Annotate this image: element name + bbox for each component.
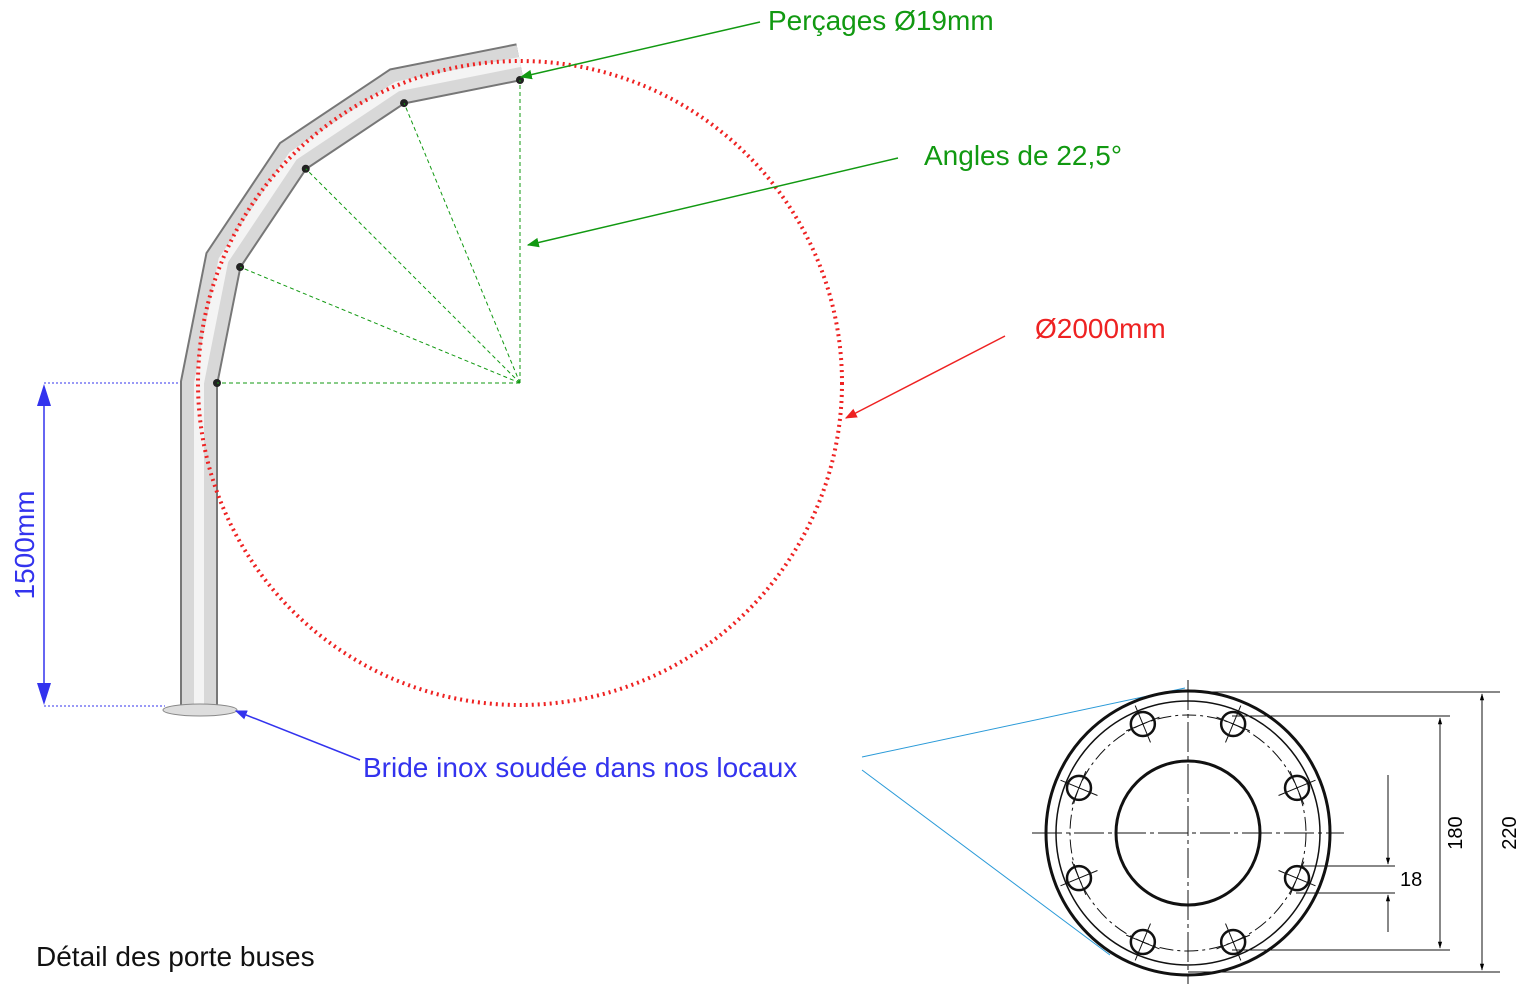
pipe-highlight — [199, 62, 520, 708]
pipe-outline — [199, 62, 520, 708]
arrow — [528, 158, 898, 245]
label: Bride inox soudée dans nos locaux — [363, 752, 797, 783]
arrow — [846, 336, 1005, 418]
dimension-label: 220 — [1499, 816, 1521, 849]
caption: Détail des porte buses — [36, 941, 315, 972]
flange-base — [163, 704, 237, 716]
arrow — [521, 22, 760, 77]
pipe-body — [199, 62, 520, 708]
flange-drawing — [1032, 680, 1500, 984]
leader-line — [862, 688, 1185, 757]
pipe — [199, 62, 524, 708]
label: 1500mm — [9, 491, 40, 600]
guide-line — [404, 103, 520, 383]
label: Perçages Ø19mm — [768, 5, 994, 36]
guide-line — [240, 267, 520, 383]
label: Ø2000mm — [1035, 313, 1166, 344]
dimension-label: 18 — [1400, 869, 1422, 891]
label: Angles de 22,5° — [924, 140, 1122, 171]
guide-line — [306, 169, 520, 383]
dimension-label: 180 — [1445, 816, 1467, 849]
arrow — [236, 711, 360, 760]
diagram: Perçages Ø19mm Angles de 22,5° Ø2000mm 1… — [0, 0, 1521, 984]
